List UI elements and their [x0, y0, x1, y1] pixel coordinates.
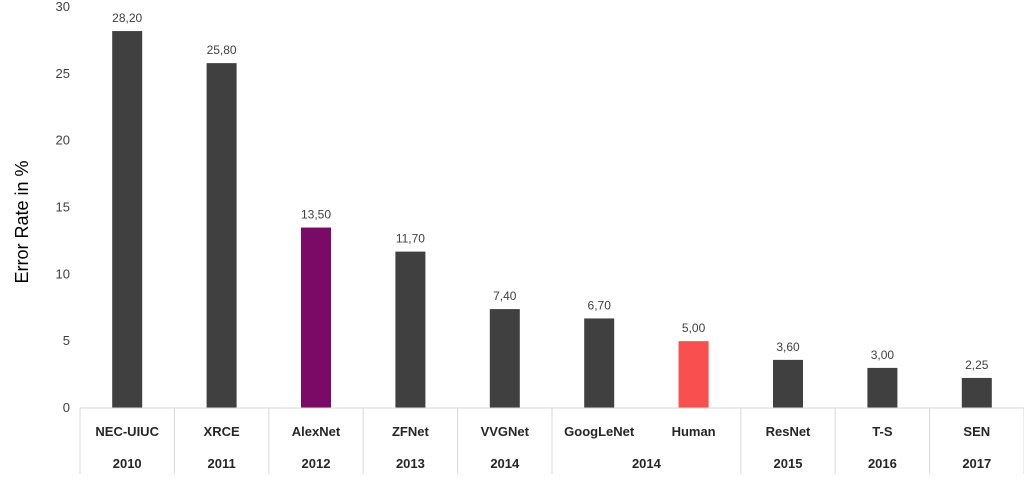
category-label: ZFNet — [392, 424, 430, 439]
x-axis — [79, 407, 1024, 474]
y-tick-label: 10 — [56, 266, 70, 281]
y-tick-label: 15 — [56, 200, 70, 215]
data-labels: 28,20 25,80 13,50 11,70 7,40 6,70 5,00 3,60 3,00… — [112, 11, 989, 372]
bar-nec-uiuc — [112, 31, 143, 409]
category-label: XRCE — [204, 424, 240, 439]
bar-resnet — [773, 359, 803, 408]
category-label: ResNet — [766, 424, 811, 439]
category-label: VVGNet — [481, 424, 530, 439]
year-label: 2013 — [396, 456, 425, 471]
data-label: 13,50 — [301, 208, 331, 222]
category-labels: NEC-UIUC XRCE AlexNet ZFNet VVGNet GoogLeNet H… — [95, 424, 990, 439]
year-label: 2014 — [490, 456, 520, 471]
bar-human — [678, 341, 709, 408]
y-tick-label: 20 — [56, 133, 70, 148]
category-label: AlexNet — [292, 424, 341, 439]
bar-alexnet — [301, 227, 331, 408]
y-tick-label: 25 — [56, 66, 70, 81]
year-labels: 2010 2011 2012 2013 2014 2014 2015 2016 2017 — [113, 456, 992, 471]
data-label: 5,00 — [682, 321, 706, 335]
year-label: 2017 — [962, 456, 991, 471]
year-label: 2016 — [868, 456, 897, 471]
y-axis-ticks: 0 5 10 15 20 25 30 — [56, 0, 70, 415]
y-axis-title: Error Rate in % — [12, 160, 32, 283]
bar-xrce — [206, 63, 237, 408]
bar-sen — [961, 377, 992, 408]
data-label: 7,40 — [493, 289, 517, 303]
year-label: 2012 — [302, 456, 331, 471]
bar-zfnet — [395, 251, 426, 408]
data-label: 2,25 — [965, 358, 989, 372]
year-label: 2015 — [774, 456, 803, 471]
bar-t-s — [867, 367, 898, 408]
category-label: GoogLeNet — [564, 424, 635, 439]
category-label: NEC-UIUC — [95, 424, 159, 439]
data-label: 3,00 — [871, 348, 895, 362]
bar-vvgnet — [489, 309, 520, 408]
data-label: 3,60 — [776, 340, 800, 354]
year-label: 2014 — [632, 456, 662, 471]
bars — [112, 31, 992, 409]
data-label: 6,70 — [588, 298, 612, 312]
data-label: 25,80 — [207, 43, 237, 57]
bar-googlenet — [584, 318, 615, 408]
data-label: 11,70 — [396, 232, 425, 246]
category-label: SEN — [963, 424, 990, 439]
category-label: T-S — [872, 424, 893, 439]
y-tick-label: 0 — [63, 400, 70, 415]
data-label: 28,20 — [112, 11, 142, 25]
y-tick-label: 30 — [56, 0, 70, 14]
year-label: 2011 — [207, 456, 235, 471]
y-tick-label: 5 — [63, 333, 70, 348]
year-label: 2010 — [113, 456, 142, 471]
category-label: Human — [672, 424, 716, 439]
